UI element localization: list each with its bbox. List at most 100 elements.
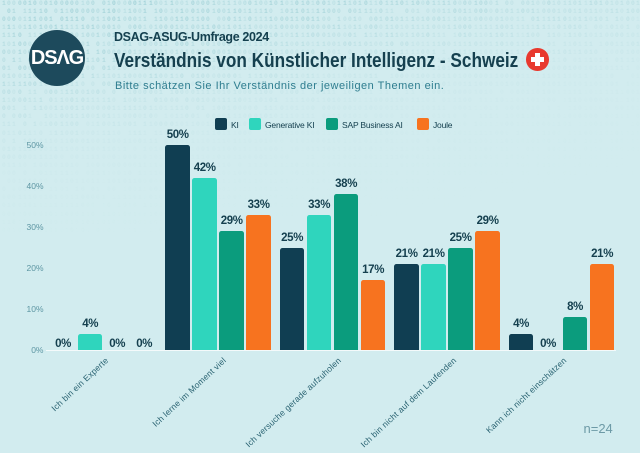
svg-text:0: 0	[96, 105, 100, 112]
svg-text:1: 1	[337, 146, 341, 153]
svg-text:1: 1	[463, 130, 467, 137]
svg-text:0: 0	[589, 138, 593, 145]
svg-text:1: 1	[421, 16, 425, 23]
svg-text:0: 0	[217, 24, 221, 31]
svg-text:0: 0	[374, 57, 378, 64]
svg-text:1: 1	[374, 0, 378, 7]
svg-text:1: 1	[379, 121, 383, 128]
svg-text:1: 1	[620, 41, 624, 48]
svg-text:0: 0	[337, 8, 341, 15]
svg-text:0: 0	[458, 162, 462, 169]
svg-text:1: 1	[154, 146, 158, 153]
svg-text:1: 1	[390, 0, 394, 7]
svg-text:0: 0	[185, 8, 189, 15]
svg-text:1: 1	[28, 24, 32, 31]
svg-text:1: 1	[610, 65, 614, 72]
svg-text:0: 0	[269, 73, 273, 80]
svg-text:1: 1	[573, 81, 577, 88]
svg-text:0: 0	[437, 186, 441, 193]
svg-text:1: 1	[531, 8, 535, 15]
svg-text:1: 1	[254, 89, 258, 96]
svg-text:1: 1	[170, 89, 174, 96]
svg-text:0: 0	[274, 194, 278, 201]
svg-text:1: 1	[316, 121, 320, 128]
svg-text:0: 0	[500, 97, 504, 104]
svg-text:1: 1	[280, 162, 284, 169]
svg-text:0: 0	[437, 16, 441, 23]
svg-text:0: 0	[547, 97, 551, 104]
svg-text:1: 1	[327, 130, 331, 137]
svg-text:1: 1	[442, 0, 446, 7]
svg-text:1: 1	[107, 219, 111, 226]
svg-text:0: 0	[405, 170, 409, 177]
svg-text:0: 0	[369, 219, 373, 226]
svg-text:0: 0	[500, 73, 504, 80]
svg-text:0: 0	[458, 219, 462, 226]
svg-text:1: 1	[180, 105, 184, 112]
svg-text:0: 0	[96, 89, 100, 96]
svg-text:1: 1	[358, 211, 362, 218]
svg-text:1: 1	[526, 178, 530, 185]
svg-text:1: 1	[12, 41, 16, 48]
svg-text:0: 0	[28, 138, 32, 145]
svg-text:0: 0	[44, 8, 48, 15]
svg-text:1: 1	[327, 202, 331, 209]
svg-text:1: 1	[301, 49, 305, 56]
svg-text:1: 1	[400, 113, 404, 120]
svg-text:0: 0	[343, 41, 347, 48]
svg-text:1: 1	[421, 105, 425, 112]
svg-text:0: 0	[610, 24, 614, 31]
svg-text:0: 0	[500, 227, 504, 234]
svg-text:0: 0	[222, 186, 226, 193]
svg-text:0: 0	[175, 32, 179, 39]
svg-text:1: 1	[248, 24, 252, 31]
svg-text:0: 0	[311, 194, 315, 201]
svg-text:1: 1	[432, 194, 436, 201]
svg-text:1: 1	[610, 194, 614, 201]
svg-text:1: 1	[81, 65, 85, 72]
svg-text:0: 0	[557, 24, 561, 31]
svg-text:0: 0	[589, 202, 593, 209]
svg-text:1: 1	[505, 41, 509, 48]
svg-text:1: 1	[254, 65, 258, 72]
svg-text:1: 1	[243, 16, 247, 23]
svg-text:0: 0	[500, 121, 504, 128]
svg-text:0: 0	[484, 32, 488, 39]
svg-text:1: 1	[12, 227, 16, 234]
svg-text:1: 1	[259, 8, 263, 15]
svg-text:0: 0	[91, 16, 95, 23]
svg-text:0: 0	[364, 24, 368, 31]
svg-text:0: 0	[458, 194, 462, 201]
svg-text:1: 1	[605, 227, 609, 234]
svg-text:1: 1	[385, 32, 389, 39]
svg-text:0: 0	[54, 219, 58, 226]
svg-text:0: 0	[164, 16, 168, 23]
svg-text:0: 0	[154, 202, 158, 209]
svg-text:0: 0	[112, 65, 116, 72]
svg-text:1: 1	[243, 57, 247, 64]
svg-text:0: 0	[217, 65, 221, 72]
svg-text:0: 0	[133, 24, 137, 31]
svg-text:0: 0	[615, 146, 619, 153]
svg-text:1: 1	[123, 138, 127, 145]
svg-text:1: 1	[327, 170, 331, 177]
svg-text:1: 1	[568, 130, 572, 137]
svg-text:1: 1	[227, 97, 231, 104]
svg-text:0: 0	[510, 194, 514, 201]
svg-text:1: 1	[516, 65, 520, 72]
svg-text:0: 0	[636, 49, 640, 56]
svg-text:0: 0	[2, 146, 6, 153]
svg-text:0: 0	[526, 146, 530, 153]
svg-text:1: 1	[584, 81, 588, 88]
svg-text:0: 0	[474, 162, 478, 169]
svg-text:0: 0	[212, 146, 216, 153]
svg-text:0: 0	[536, 194, 540, 201]
svg-text:1: 1	[416, 186, 420, 193]
svg-text:0: 0	[123, 121, 127, 128]
svg-text:0: 0	[259, 138, 263, 145]
svg-text:1: 1	[568, 138, 572, 145]
svg-text:0: 0	[432, 57, 436, 64]
svg-text:1: 1	[301, 227, 305, 234]
svg-text:0: 0	[578, 24, 582, 31]
svg-text:0: 0	[138, 219, 142, 226]
